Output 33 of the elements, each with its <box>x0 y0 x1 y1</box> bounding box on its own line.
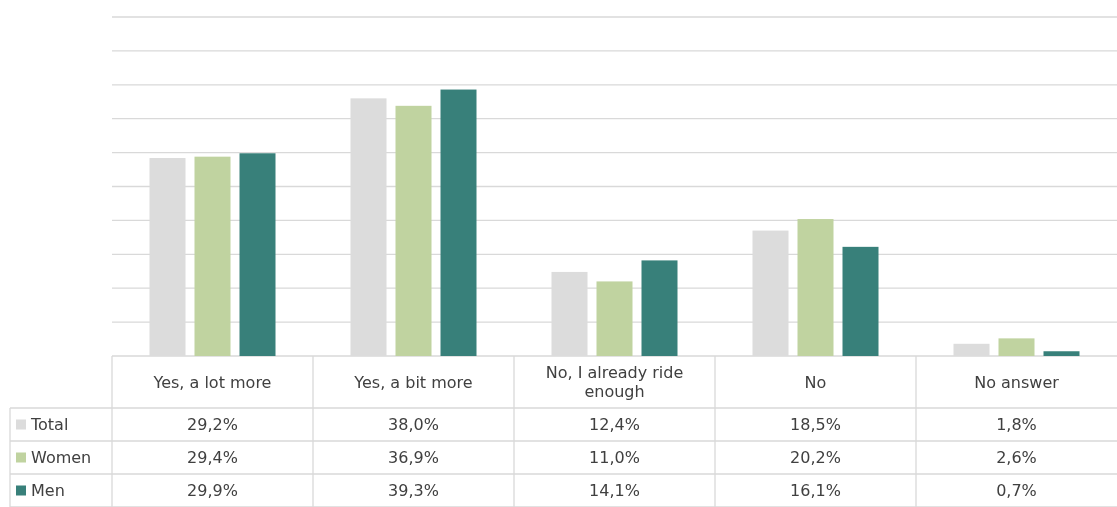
bar <box>440 89 477 356</box>
bar <box>842 246 879 356</box>
data-label: 1,8% <box>996 415 1037 435</box>
x-tick-label: No <box>804 372 827 392</box>
data-label: 39,3% <box>388 481 439 501</box>
legend-label: Total <box>30 415 69 435</box>
bar <box>395 105 432 356</box>
legend-label: Men <box>31 481 65 501</box>
data-label: 14,1% <box>589 481 640 501</box>
data-label: 12,4% <box>589 415 640 435</box>
x-tick-label: Yes, a lot more <box>152 372 272 392</box>
data-label: 36,9% <box>388 448 439 468</box>
bar <box>998 338 1035 356</box>
data-label: 29,2% <box>187 415 238 435</box>
data-label: 11,0% <box>589 448 640 468</box>
bar <box>194 156 231 356</box>
data-label: 20,2% <box>790 448 841 468</box>
legend-label: Women <box>31 448 92 468</box>
bar <box>1043 351 1080 356</box>
x-tick-label: Yes, a bit more <box>353 372 473 392</box>
data-label: 0,7% <box>996 481 1037 501</box>
bar <box>797 219 834 356</box>
data-label: 38,0% <box>388 415 439 435</box>
x-tick-label: No, I already ride enough <box>545 363 684 402</box>
data-label: 18,5% <box>790 415 841 435</box>
x-tick-label: No answer <box>974 372 1060 392</box>
data-label: 29,4% <box>187 448 238 468</box>
data-label: 2,6% <box>996 448 1037 468</box>
bar <box>641 260 678 356</box>
data-label: 29,9% <box>187 481 238 501</box>
bar <box>239 153 276 356</box>
data-label: 16,1% <box>790 481 841 501</box>
bar <box>596 281 633 356</box>
